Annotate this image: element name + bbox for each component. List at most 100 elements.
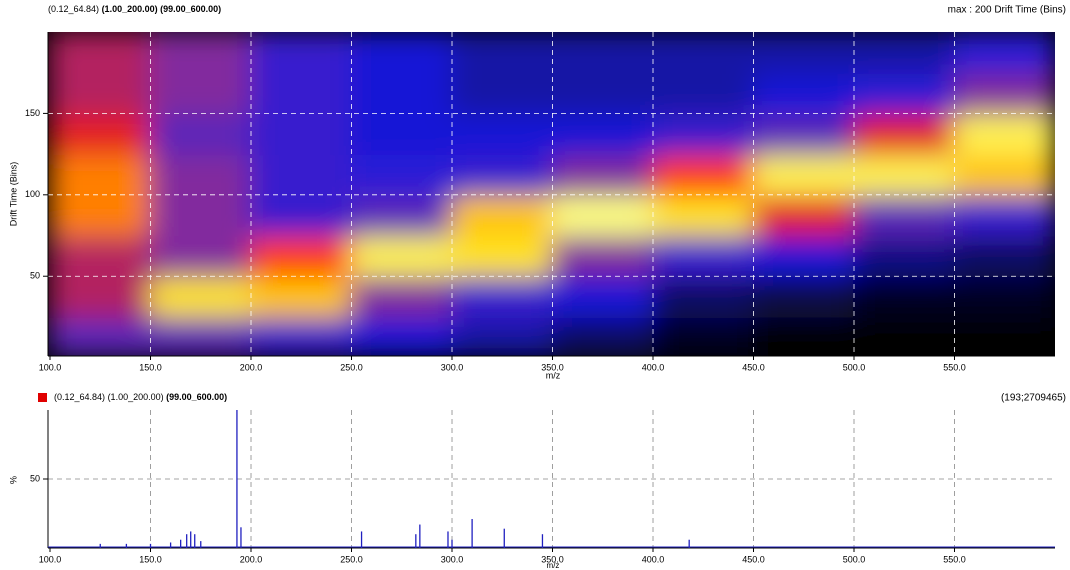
- heatmap-cell: [149, 275, 253, 318]
- x-tick-label: 150.0: [139, 362, 162, 372]
- heatmap-cell: [250, 153, 353, 196]
- heatmap-cell: [451, 71, 554, 115]
- y-axis-label: %: [8, 476, 18, 484]
- x-tick-label: 400.0: [642, 554, 665, 564]
- x-tick-label: 500.0: [843, 554, 866, 564]
- heatmap-cell: [49, 234, 152, 278]
- x-tick-label: 500.0: [843, 362, 866, 372]
- heatmap-cell: [652, 275, 755, 318]
- heatmap-cell: [350, 234, 454, 278]
- heatmap-cell: [551, 153, 655, 196]
- x-axis-label: m/z: [547, 561, 560, 570]
- heatmap-cell: [853, 315, 956, 356]
- heatmap-cell: [149, 71, 253, 115]
- heatmap-cell: [250, 71, 353, 115]
- heatmap-cell: [250, 112, 353, 156]
- heatmap-cell: [250, 32, 353, 74]
- heatmap-panel: (0.12_64.84) (1.00_200.00) (99.00_600.00…: [8, 4, 1066, 380]
- heatmap-cell: [451, 32, 554, 74]
- x-tick-label: 400.0: [642, 362, 665, 372]
- heatmap-cell: [451, 153, 554, 196]
- heatmap-cell: [853, 153, 956, 196]
- heatmap-cell: [250, 315, 353, 356]
- x-tick-label: 250.0: [340, 362, 363, 372]
- heatmap-cell: [953, 71, 1055, 115]
- heatmap-cell: [752, 275, 856, 318]
- x-tick-label: 200.0: [240, 362, 263, 372]
- heatmap-cell: [350, 153, 454, 196]
- heatmap-cell: [149, 112, 253, 156]
- x-tick-label: 300.0: [441, 554, 464, 564]
- heatmap-cell: [953, 153, 1055, 196]
- heatmap-cell: [149, 234, 253, 278]
- x-tick-label: 350.0: [541, 362, 564, 372]
- heatmap-cell: [250, 234, 353, 278]
- heatmap-cell: [451, 193, 554, 237]
- heatmap-cell: [853, 275, 956, 318]
- heatmap-cell: [652, 112, 755, 156]
- title-part: (0.12_64.84): [48, 4, 99, 14]
- title-part: (1.00_200.00): [108, 392, 164, 402]
- heatmap-cell: [350, 193, 454, 237]
- x-tick-label: 550.0: [943, 362, 966, 372]
- heatmap-cell: [49, 32, 152, 74]
- heatmap-cell: [752, 153, 856, 196]
- title-part: (1.00_200.00): [102, 4, 158, 14]
- heatmap-cell: [149, 193, 253, 237]
- heatmap-cell: [350, 275, 454, 318]
- x-tick-label: 350.0: [541, 554, 564, 564]
- heatmap-cell: [953, 193, 1055, 237]
- heatmap-cell: [49, 193, 152, 237]
- heatmap-cell: [752, 234, 856, 278]
- heatmap-cell: [953, 315, 1055, 356]
- heatmap-cells: [49, 32, 1055, 356]
- heatmap-cell: [49, 275, 152, 318]
- y-tick-label: 100: [25, 189, 40, 199]
- heatmap-cell: [551, 315, 655, 356]
- heatmap-cell: [853, 32, 956, 74]
- heatmap-cell: [752, 32, 856, 74]
- x-tick-label: 100.0: [39, 362, 62, 372]
- x-tick-label: 450.0: [742, 554, 765, 564]
- x-tick-label: 200.0: [240, 554, 263, 564]
- heatmap-cell: [752, 71, 856, 115]
- heatmap-cell: [451, 234, 554, 278]
- heatmap-cell: [551, 71, 655, 115]
- heatmap-cell: [752, 193, 856, 237]
- heatmap-cell: [853, 112, 956, 156]
- heatmap-cell: [953, 234, 1055, 278]
- title-part: (0.12_64.84): [54, 392, 105, 402]
- heatmap-cell: [953, 275, 1055, 318]
- heatmap-cell: [853, 193, 956, 237]
- heatmap-cell: [149, 153, 253, 196]
- heatmap-cell: [250, 275, 353, 318]
- y-axis-label: Drift Time (Bins): [8, 162, 18, 227]
- heatmap-cell: [652, 234, 755, 278]
- title: (0.12_64.84) (1.00_200.00) (99.00_600.00…: [54, 392, 227, 402]
- heatmap-cell: [350, 32, 454, 74]
- heatmap-cell: [953, 112, 1055, 156]
- heatmap-cell: [451, 315, 554, 356]
- x-tick-label: 150.0: [139, 554, 162, 564]
- y-tick-label: 50: [30, 473, 40, 483]
- heatmap-cell: [49, 315, 152, 356]
- heatmap-cell: [551, 234, 655, 278]
- heatmap-cell: [652, 315, 755, 356]
- heatmap-cell: [49, 153, 152, 196]
- y-tick-label: 50: [30, 271, 40, 281]
- heatmap-cell: [551, 112, 655, 156]
- subtitle: max : 200 Drift Time (Bins): [948, 5, 1066, 16]
- x-tick-label: 550.0: [943, 554, 966, 564]
- x-tick-label: 100.0: [39, 554, 62, 564]
- heatmap-cell: [752, 112, 856, 156]
- title-part: (99.00_600.00): [160, 4, 221, 14]
- heatmap-clip: [48, 32, 1055, 356]
- heatmap-cell: [49, 112, 152, 156]
- heatmap-cell: [652, 193, 755, 237]
- heatmap-cell: [149, 315, 253, 356]
- heatmap-cell: [250, 193, 353, 237]
- heatmap-cell: [652, 153, 755, 196]
- heatmap-cell: [551, 275, 655, 318]
- heatmap-cell: [551, 32, 655, 74]
